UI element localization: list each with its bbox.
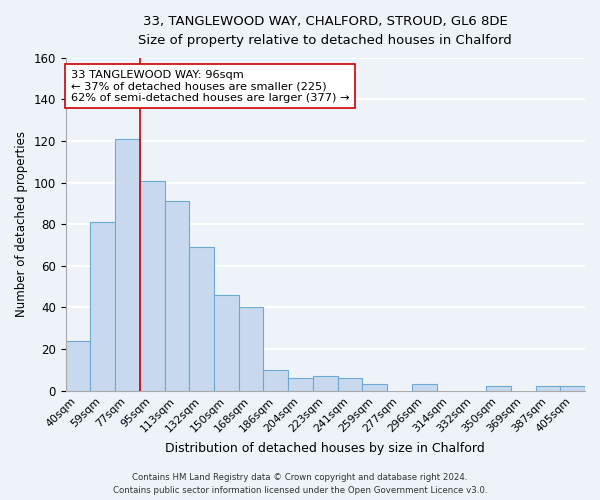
- Bar: [115, 139, 140, 390]
- Bar: [313, 376, 338, 390]
- Bar: [362, 384, 387, 390]
- Bar: [190, 247, 214, 390]
- X-axis label: Distribution of detached houses by size in Chalford: Distribution of detached houses by size …: [166, 442, 485, 455]
- Bar: [91, 222, 115, 390]
- Bar: [412, 384, 437, 390]
- Y-axis label: Number of detached properties: Number of detached properties: [15, 132, 28, 318]
- Bar: [486, 386, 511, 390]
- Bar: [164, 202, 190, 390]
- Bar: [263, 370, 288, 390]
- Text: Contains HM Land Registry data © Crown copyright and database right 2024.
Contai: Contains HM Land Registry data © Crown c…: [113, 474, 487, 495]
- Bar: [65, 340, 91, 390]
- Bar: [560, 386, 585, 390]
- Bar: [214, 295, 239, 390]
- Bar: [288, 378, 313, 390]
- Text: 33 TANGLEWOOD WAY: 96sqm
← 37% of detached houses are smaller (225)
62% of semi-: 33 TANGLEWOOD WAY: 96sqm ← 37% of detach…: [71, 70, 349, 102]
- Title: 33, TANGLEWOOD WAY, CHALFORD, STROUD, GL6 8DE
Size of property relative to detac: 33, TANGLEWOOD WAY, CHALFORD, STROUD, GL…: [139, 15, 512, 47]
- Bar: [338, 378, 362, 390]
- Bar: [536, 386, 560, 390]
- Bar: [239, 308, 263, 390]
- Bar: [140, 180, 164, 390]
